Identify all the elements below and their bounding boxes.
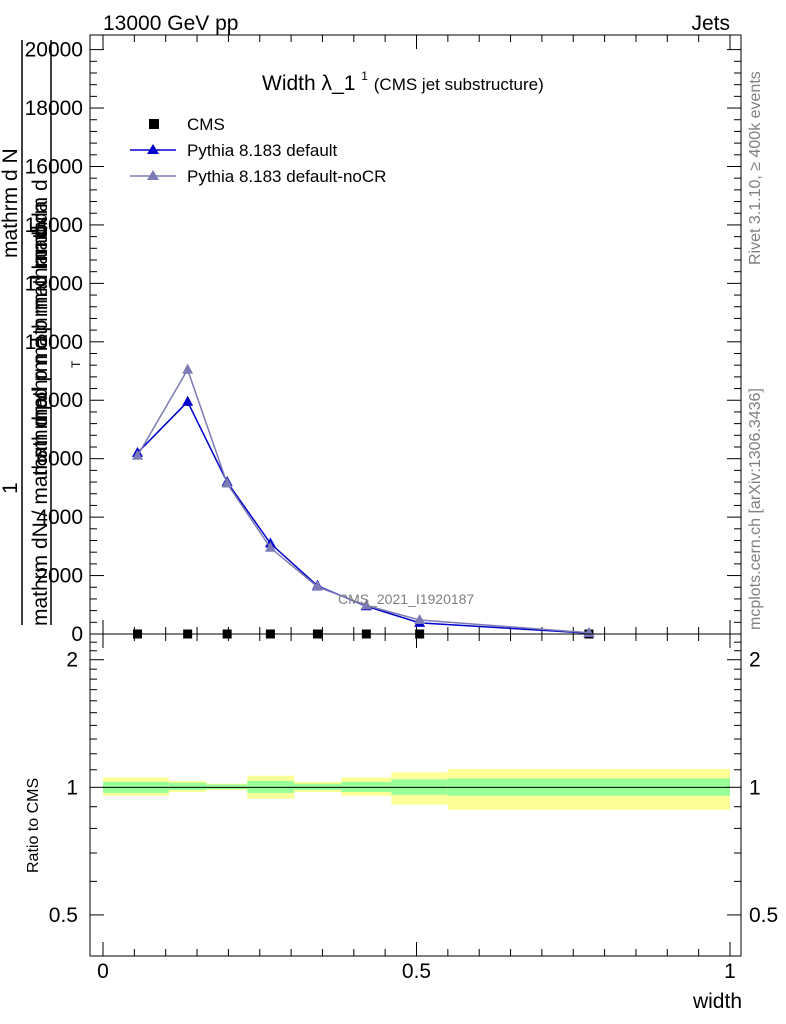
ratio-axis-ticks: 0.5 0.5 1 1 2 2 0 0.5 1	[49, 634, 778, 983]
title-subtitle: (CMS jet substructure)	[374, 75, 544, 94]
legend-label-cms: CMS	[187, 115, 225, 134]
legend-marker-default	[147, 144, 159, 154]
legend: CMS Pythia 8.183 default Pythia 8.183 de…	[130, 115, 386, 186]
y-label-pt-line: mathrm d p mathrm d	[29, 225, 52, 426]
legend-marker-nocr	[147, 170, 159, 180]
x-axis-label: width	[692, 990, 742, 1013]
header-energy: 13000 GeV pp	[103, 12, 238, 35]
mcplots-source-label: mcplots.cern.ch [arXiv:1306.3436]	[747, 388, 764, 630]
x-tick-label: 0.5	[402, 960, 431, 983]
main-y-tick-label: 14000	[25, 214, 83, 237]
header-category: Jets	[691, 12, 730, 35]
y-label-t-subscript: T	[69, 360, 83, 368]
legend-label-nocr: Pythia 8.183 default-noCR	[187, 167, 386, 186]
title-main: Width λ_1	[262, 72, 355, 95]
main-y-tick-label: 0	[71, 623, 83, 646]
legend-marker-cms	[149, 119, 159, 129]
svg-text:Width λ_1 1 (CMS j: Width λ_1 1 (CMS jet substructure)	[262, 62, 544, 95]
main-y-tick-label: 8000	[36, 389, 83, 412]
nocr-data-point	[264, 541, 276, 552]
main-y-tick-label: 20000	[25, 39, 83, 62]
title-superscript: 1	[361, 69, 368, 83]
series-line-default	[136, 400, 589, 634]
ratio-plot-frame	[89, 633, 742, 957]
main-y-tick-label: 18000	[25, 97, 83, 120]
main-y-tick-label: 12000	[25, 272, 83, 295]
series-line-nocr	[136, 367, 589, 634]
analysis-watermark: CMS_2021_I1920187	[338, 591, 474, 607]
x-tick-label: 0	[97, 960, 109, 983]
y-label-one: 1	[0, 482, 22, 494]
ratio-y-tick-label-right: 0.5	[749, 904, 778, 927]
main-y-axis-label: 1 mathrm dN / mathrm d p mathrm d N math…	[0, 40, 83, 626]
main-y-tick-label: 6000	[36, 448, 83, 471]
nocr-data-point	[360, 599, 372, 610]
main-y-tick-label: 2000	[36, 565, 83, 588]
ratio-y-tick-label: 1	[66, 776, 78, 799]
nocr-data-point	[414, 613, 426, 624]
main-y-tick-label: 16000	[25, 155, 83, 178]
ratio-y-tick-label: 2	[66, 649, 78, 672]
ratio-y-tick-label-right: 1	[749, 776, 761, 799]
nocr-data-point	[131, 449, 143, 460]
ratio-panel: 0.5 0.5 1 1 2 2 0 0.5 1	[49, 633, 778, 983]
ratio-y-axis-label: Ratio to CMS	[25, 778, 42, 873]
legend-label-default: Pythia 8.183 default	[187, 141, 338, 160]
y-label-numerator-d: mathrm d	[29, 179, 52, 268]
ratio-band-inner	[168, 782, 207, 791]
nocr-data-point	[221, 477, 233, 488]
plot-title: Width λ_1 1 (CMS jet substructure)	[262, 62, 544, 95]
rivet-version-label: Rivet 3.1.10, ≥ 400k events	[747, 71, 764, 265]
main-axis-ticks: 0 2000 4000 6000 8000 10000 12000 14000 16000 180…	[25, 35, 741, 646]
y-label-numerator-dn: mathrm d N	[0, 148, 22, 258]
ratio-y-tick-label: 0.5	[49, 904, 78, 927]
main-y-tick-label: 10000	[25, 331, 83, 354]
y-label-denominator: mathrm dN / mathrm d p	[29, 398, 52, 626]
main-y-tick-label: 4000	[36, 506, 83, 529]
x-tick-label: 1	[724, 960, 736, 983]
nocr-data-point	[311, 580, 323, 591]
default-data-point	[182, 395, 194, 406]
y-label-lambda-line: mathrm d p mathrm d lambda	[29, 200, 52, 476]
nocr-data-point	[182, 363, 194, 374]
main-panel: 0 2000 4000 6000 8000 10000 12000 14000 16000 180…	[25, 34, 742, 646]
ratio-y-tick-label-right: 2	[749, 649, 761, 672]
